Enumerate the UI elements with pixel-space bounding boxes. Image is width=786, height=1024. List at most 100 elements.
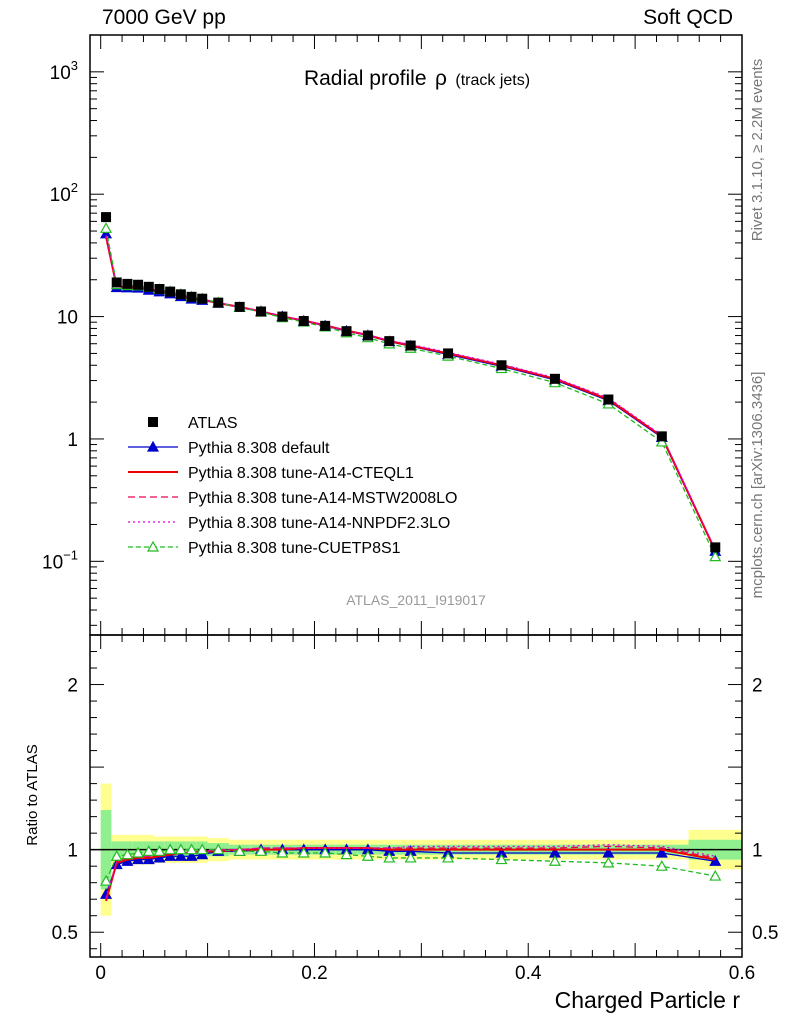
header-category-label: Soft QCD xyxy=(643,6,733,29)
atlas-point-23 xyxy=(603,394,614,405)
legend-label-cteql1: Pythia 8.308 tune-A14-CTEQL1 xyxy=(188,465,414,482)
atlas-point-10 xyxy=(213,297,224,308)
main-line-cuetp8s1 xyxy=(105,228,716,557)
plot-frames xyxy=(89,34,743,958)
ratio-point-cuetp8s1-10 xyxy=(212,843,225,855)
atlas-point-4 xyxy=(143,281,154,292)
atlas-point-0 xyxy=(101,212,112,223)
ratio-point-default-25 xyxy=(709,854,722,866)
atlas-point-17 xyxy=(362,330,373,341)
header-energy-label: 7000 GeV pp xyxy=(102,6,226,29)
x-tick-label-0: 0 xyxy=(95,963,106,984)
ratio-tick-label-left-2: 2 xyxy=(67,676,78,697)
atlas-point-1 xyxy=(111,277,122,288)
atlas-point-12 xyxy=(256,306,267,317)
y-tick-label-2: 10 xyxy=(57,308,78,329)
atlas-point-9 xyxy=(197,293,208,304)
ratio-tick-label-left-0: 0.5 xyxy=(52,923,78,944)
x-tick-label-2: 0.4 xyxy=(515,963,542,984)
atlas-point-14 xyxy=(298,316,309,327)
y-tick-label-4: 10−1 xyxy=(42,547,78,573)
ratio-curves xyxy=(100,843,722,902)
ratio-point-cuetp8s1-19 xyxy=(404,851,417,863)
ratio-point-cuetp8s1-7 xyxy=(174,843,187,855)
legend-marker-cuetp8s1 xyxy=(146,540,160,552)
chart-title-symbol: ρ xyxy=(435,67,447,90)
atlas-point-13 xyxy=(277,311,288,322)
ratio-point-cuetp8s1-14 xyxy=(297,846,310,858)
ratio-point-cuetp8s1-13 xyxy=(276,846,289,858)
ratio-point-cuetp8s1-6 xyxy=(164,843,177,855)
ratio-point-cuetp8s1-4 xyxy=(142,845,155,856)
ratio-point-default-7 xyxy=(174,850,187,861)
ratio-point-cuetp8s1-21 xyxy=(495,853,508,865)
y-tick-label-0: 103 xyxy=(50,58,78,84)
ratio-point-cuetp8s1-23 xyxy=(602,856,615,868)
chart-title-suffix: (track jets) xyxy=(455,72,530,89)
analysis-label: ATLAS_2011_I919017 xyxy=(346,592,486,608)
ratio-point-cuetp8s1-16 xyxy=(340,848,353,860)
atlas-point-21 xyxy=(496,360,507,371)
atlas-point-11 xyxy=(234,301,245,312)
atlas-point-24 xyxy=(656,431,667,442)
main-curves xyxy=(100,212,722,562)
ratio-point-cuetp8s1-9 xyxy=(196,843,209,855)
y-tick-label-3: 1 xyxy=(67,430,78,451)
x-tick-label-1: 0.2 xyxy=(301,963,327,984)
main-point-cuetp8s1-25 xyxy=(709,550,722,562)
ratio-point-default-24 xyxy=(655,846,668,858)
ratio-point-cuetp8s1-12 xyxy=(254,845,268,856)
rivet-label: Rivet 3.1.10, ≥ 2.2M events xyxy=(749,59,766,242)
ratio-tick-label-left-1: 1 xyxy=(67,841,78,862)
ratio-point-cuetp8s1-11 xyxy=(233,845,246,856)
atlas-point-15 xyxy=(320,320,331,331)
ratio-point-cuetp8s1-3 xyxy=(132,846,145,858)
ratio-point-cuetp8s1-0 xyxy=(100,874,113,886)
atlas-point-8 xyxy=(186,291,197,302)
atlas-point-20 xyxy=(443,348,454,359)
atlas-point-2 xyxy=(122,278,133,289)
atlas-point-7 xyxy=(175,289,186,300)
atlas-point-3 xyxy=(133,279,144,290)
ratio-point-cuetp8s1-1 xyxy=(110,850,123,861)
ratio-point-cuetp8s1-2 xyxy=(121,848,134,860)
ratio-line-cteql1 xyxy=(105,847,716,902)
ratio-point-cuetp8s1-20 xyxy=(442,851,455,863)
ratio-point-cuetp8s1-22 xyxy=(548,854,561,866)
legend-label-default: Pythia 8.308 default xyxy=(188,440,330,457)
atlas-point-5 xyxy=(154,284,165,295)
ratio-point-cuetp8s1-24 xyxy=(655,859,668,871)
x-tick-label-3: 0.6 xyxy=(729,963,755,984)
ratio-point-cuetp8s1-25 xyxy=(709,869,722,881)
x-axis-label: Charged Particle r xyxy=(555,987,741,1013)
legend: ATLAS Pythia 8.308 default Pythia 8.308 tu… xyxy=(128,415,457,557)
ratio-frame xyxy=(89,634,743,958)
ratio-point-cuetp8s1-15 xyxy=(319,846,332,858)
main-point-cuetp8s1-0 xyxy=(100,222,113,233)
legend-marker-atlas xyxy=(148,417,158,427)
ratio-point-cuetp8s1-17 xyxy=(361,850,374,861)
main-point-cuetp8s1-24 xyxy=(655,435,668,447)
ratio-point-cuetp8s1-18 xyxy=(383,851,396,863)
legend-marker-default xyxy=(146,440,160,452)
mcplots-label: mcplots.cern.ch [arXiv:1306.3436] xyxy=(749,372,766,599)
ratio-point-default-8 xyxy=(185,850,198,861)
legend-label-atlas: ATLAS xyxy=(188,415,238,432)
atlas-point-25 xyxy=(710,542,721,553)
y-tick-label-1: 102 xyxy=(50,180,78,206)
legend-label-mstw: Pythia 8.308 tune-A14-MSTW2008LO xyxy=(188,490,457,507)
chart-title-text: Radial profile xyxy=(304,67,427,90)
atlas-point-6 xyxy=(165,286,176,297)
ratio-tick-label-right-0: 0.5 xyxy=(752,923,778,944)
legend-label-nnpdf: Pythia 8.308 tune-A14-NNPDF2.3LO xyxy=(188,515,450,532)
atlas-point-16 xyxy=(341,326,352,337)
ratio-point-default-4 xyxy=(142,853,155,865)
ratio-point-cuetp8s1-5 xyxy=(153,845,166,856)
chart-title: Radial profile ρ (track jets) xyxy=(304,67,530,90)
atlas-point-18 xyxy=(384,336,395,347)
legend-label-cuetp8s1: Pythia 8.308 tune-CUETP8S1 xyxy=(188,540,401,557)
ratio-tick-label-right-1: 1 xyxy=(752,841,763,862)
atlas-point-19 xyxy=(405,340,416,351)
